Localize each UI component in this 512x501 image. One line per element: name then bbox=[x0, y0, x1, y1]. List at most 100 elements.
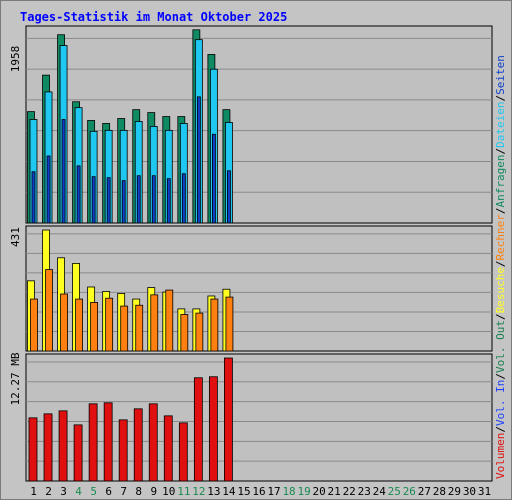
bar-rechner-day-12 bbox=[195, 312, 204, 352]
x-tick-label: 18 bbox=[282, 485, 295, 498]
bar-volumen-day-2 bbox=[43, 413, 53, 482]
x-tick-label: 20 bbox=[313, 485, 326, 498]
x-tick-label: 2 bbox=[45, 485, 52, 498]
x-tick-label: 6 bbox=[105, 485, 112, 498]
x-tick-label: 7 bbox=[120, 485, 127, 498]
plot-area bbox=[25, 225, 493, 352]
x-tick-label: 14 bbox=[222, 485, 236, 498]
bar-volumen-day-8 bbox=[133, 408, 143, 482]
x-tick-label: 25 bbox=[388, 485, 401, 498]
bar-volumen-day-12 bbox=[193, 377, 203, 482]
bar-volumen-day-9 bbox=[148, 403, 158, 482]
bar-rechner-day-8 bbox=[135, 304, 144, 352]
legend-entry: Rechner bbox=[494, 214, 507, 261]
legend-separator: / bbox=[494, 373, 507, 380]
bar-volumen-day-10 bbox=[163, 415, 173, 482]
bar-seiten-day-8 bbox=[136, 175, 141, 224]
bar-rechner-day-2 bbox=[45, 269, 53, 352]
x-tick-label: 21 bbox=[328, 485, 341, 498]
bar-rechner-day-11 bbox=[180, 314, 189, 352]
bar-seiten-day-4 bbox=[76, 165, 81, 224]
legend-separator: / bbox=[494, 207, 507, 214]
bar-rechner-day-6 bbox=[105, 297, 114, 352]
bar-seiten-day-7 bbox=[121, 180, 126, 224]
bar-seiten-day-13 bbox=[211, 133, 216, 224]
x-tick-label: 11 bbox=[177, 485, 190, 498]
x-tick-label: 30 bbox=[463, 485, 476, 498]
legend-separator: / bbox=[494, 313, 507, 320]
x-tick-label: 29 bbox=[448, 485, 461, 498]
legend-entry: Vol. Out bbox=[494, 320, 507, 373]
x-tick-label: 9 bbox=[150, 485, 157, 498]
bar-seiten-day-11 bbox=[181, 173, 186, 224]
x-tick-label: 23 bbox=[358, 485, 371, 498]
x-tick-label: 31 bbox=[478, 485, 491, 498]
bar-rechner-day-1 bbox=[30, 298, 38, 352]
bar-rechner-day-10 bbox=[165, 289, 174, 352]
bar-volumen-day-4 bbox=[73, 424, 83, 482]
bar-rechner-day-4 bbox=[75, 298, 83, 352]
legend-entry: Anfragen bbox=[494, 154, 507, 207]
legend-separator: / bbox=[494, 426, 507, 433]
vertical-legend: Volumen/Vol. In/Vol. Out/Besuche/Rechner… bbox=[494, 55, 507, 479]
panel-requests bbox=[25, 25, 493, 224]
legend-separator: / bbox=[494, 148, 507, 155]
x-tick-label: 28 bbox=[433, 485, 446, 498]
x-axis-day-labels: 1 2 3 4 5 6 7 8 9 10 11 12 13 14 15 16 17 18 19 20 21 22 23 24 2… bbox=[30, 485, 491, 498]
y-max-label-visits: 431 bbox=[9, 227, 22, 247]
y-max-label-requests: 1958 bbox=[9, 46, 22, 73]
bar-seiten-day-12 bbox=[196, 96, 201, 224]
x-tick-label: 15 bbox=[237, 485, 250, 498]
bar-volumen-day-14 bbox=[224, 357, 233, 482]
bar-rechner-day-13 bbox=[210, 298, 219, 352]
bar-rechner-day-9 bbox=[150, 294, 159, 352]
legend-entry: Dateien bbox=[494, 101, 507, 147]
x-tick-label: 27 bbox=[418, 485, 431, 498]
x-tick-label: 5 bbox=[90, 485, 97, 498]
x-tick-label: 19 bbox=[297, 485, 310, 498]
bar-volumen-day-1 bbox=[28, 417, 38, 482]
bar-volumen-day-13 bbox=[208, 376, 218, 482]
plot-area bbox=[25, 353, 493, 482]
x-tick-label: 22 bbox=[343, 485, 356, 498]
x-tick-label: 10 bbox=[162, 485, 175, 498]
bar-seiten-day-10 bbox=[166, 178, 171, 224]
x-tick-label: 16 bbox=[252, 485, 265, 498]
x-tick-label: 1 bbox=[30, 485, 37, 498]
bar-rechner-day-5 bbox=[90, 302, 99, 352]
bar-volumen-day-11 bbox=[178, 422, 188, 482]
x-tick-label: 8 bbox=[135, 485, 142, 498]
bar-volumen-day-6 bbox=[103, 402, 113, 482]
bar-rechner-day-14 bbox=[225, 296, 234, 352]
bar-seiten-day-14 bbox=[227, 170, 231, 224]
x-tick-label: 4 bbox=[75, 485, 82, 498]
x-tick-label: 24 bbox=[373, 485, 387, 498]
bar-seiten-day-9 bbox=[151, 175, 156, 224]
bar-volumen-day-7 bbox=[118, 419, 128, 482]
bar-seiten-day-3 bbox=[61, 119, 66, 224]
legend-entry: Vol. In bbox=[494, 380, 507, 426]
bar-seiten-day-1 bbox=[31, 171, 36, 224]
chart-title: Tages-Statistik im Monat Oktober 2025 bbox=[20, 10, 287, 24]
legend-separator: / bbox=[494, 260, 507, 267]
bar-seiten-day-6 bbox=[106, 177, 111, 224]
bar-seiten-day-5 bbox=[91, 176, 96, 224]
legend-entry: Seiten bbox=[494, 55, 507, 95]
panel-visits bbox=[25, 225, 493, 352]
bar-rechner-day-7 bbox=[120, 305, 129, 352]
x-tick-label: 12 bbox=[192, 485, 205, 498]
x-tick-label: 17 bbox=[267, 485, 280, 498]
bar-rechner-day-3 bbox=[60, 293, 68, 352]
bar-volumen-day-3 bbox=[58, 410, 68, 482]
legend-entry: Besuche bbox=[494, 267, 507, 313]
y-max-label-volume: 12.27 MB bbox=[9, 352, 22, 405]
bar-volumen-day-5 bbox=[88, 403, 98, 482]
x-tick-label: 26 bbox=[403, 485, 416, 498]
legend-separator: / bbox=[494, 95, 507, 102]
legend-entry: Volumen bbox=[494, 433, 507, 479]
x-tick-label: 13 bbox=[207, 485, 220, 498]
bar-seiten-day-2 bbox=[46, 155, 51, 224]
x-tick-label: 3 bbox=[60, 485, 67, 498]
panel-volume bbox=[25, 353, 493, 482]
